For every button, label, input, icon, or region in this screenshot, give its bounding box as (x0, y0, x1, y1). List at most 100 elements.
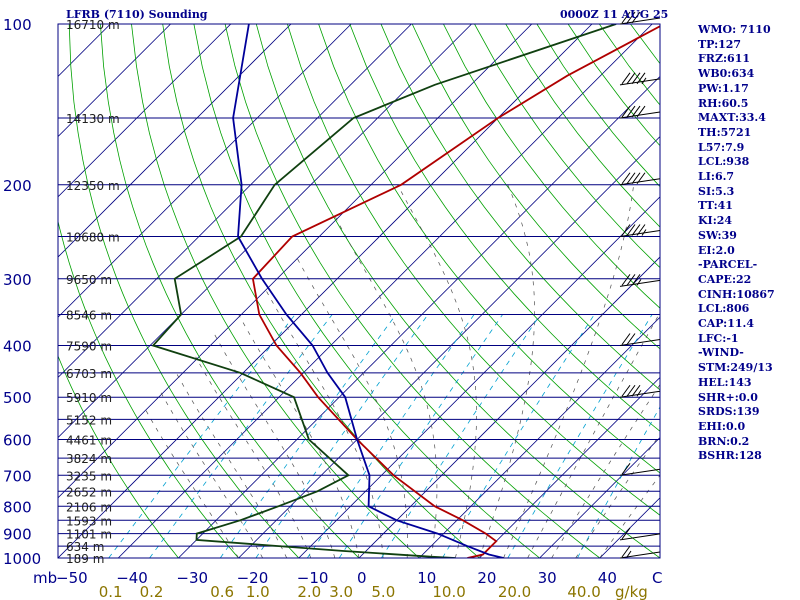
wind-barb-shaft (619, 533, 661, 541)
wind-barb-half-flag (641, 77, 647, 85)
mixing-ratio-line (338, 314, 503, 558)
index-item: CAPE:22 (698, 272, 752, 286)
dry-adiabat-line (131, 24, 420, 558)
isotherm-line (58, 24, 352, 318)
index-item: KI:24 (698, 214, 733, 228)
isotherm-line (58, 24, 533, 499)
wind-barb-flag (621, 224, 631, 236)
wind-barb-flag (626, 384, 636, 397)
wind-barb-flag (631, 72, 641, 85)
index-item: CAP:11.4 (698, 317, 755, 331)
height-label: 8546 m (66, 309, 112, 323)
mixing-ratio-line (577, 406, 660, 558)
isotherm-line (238, 136, 660, 558)
height-label: 16710 m (66, 18, 120, 32)
pressure-tick-label: 900 (3, 526, 32, 544)
index-item: TT:41 (698, 199, 733, 213)
index-item: SI:5.3 (698, 184, 735, 198)
mixing-ratio-line (219, 314, 397, 558)
temperature-tick-label: −40 (116, 569, 148, 587)
wind-barb-flag (621, 333, 631, 345)
index-item: EHI:0.0 (698, 419, 746, 433)
mixing-ratio-label: 1.0 (246, 583, 270, 600)
pressure-tick-label: 300 (3, 271, 32, 289)
wind-barb-flag (621, 274, 631, 286)
moist-adiabat-line (238, 314, 360, 558)
wind-barb-half-flag (641, 229, 647, 236)
height-label: 634 m (66, 540, 104, 554)
mixing-ratio-line (306, 314, 475, 558)
wind-barb-flag (626, 72, 636, 85)
wind-barb-shaft (619, 390, 661, 398)
isotherm-line (479, 376, 660, 558)
height-label: 3235 m (66, 469, 112, 483)
height-label: 1593 m (66, 514, 112, 528)
height-label: 3824 m (66, 452, 112, 466)
index-item: LFC:-1 (698, 331, 739, 345)
dry-adiabat-line (162, 24, 480, 558)
height-label: 1101 m (66, 528, 112, 542)
height-label: 2106 m (66, 500, 112, 514)
height-label: 6703 m (66, 367, 112, 381)
index-item: TP:127 (698, 37, 742, 51)
temperature-tick-label: −10 (297, 569, 329, 587)
temperature-tick-label: 10 (417, 569, 436, 587)
wind-barb-flag (621, 462, 631, 475)
pressure-tick-label: 400 (3, 338, 32, 356)
isotherm-line (117, 24, 653, 558)
pressure-tick-label: 700 (3, 467, 32, 485)
indices-panel: WMO: 7110 TP:127 FRZ:611 WB0:634 PW:1.17 RH:6… (698, 23, 798, 464)
temperature-tick-label: −50 (56, 569, 88, 587)
index-item: L57:7.9 (698, 140, 745, 154)
height-label: 12350 m (66, 179, 120, 193)
mixing-ratio-label: 40.0 (567, 583, 600, 600)
plot-frame (57, 23, 661, 559)
temperature-tick-label: −30 (176, 569, 208, 587)
index-item: WB0:634 (698, 67, 755, 81)
wind-barb-shaft (619, 178, 661, 186)
wind-barb-shaft (619, 111, 661, 119)
chart-title: LFRB (7110) Sounding (66, 8, 208, 21)
pressure-tick-label: 600 (3, 432, 32, 450)
mixing-ratio-label: 3.0 (329, 583, 353, 600)
wind-barb-flag (626, 224, 636, 236)
index-item: BSHR:128 (698, 449, 762, 463)
wind-barb-half-flag (626, 550, 632, 558)
index-item: RH:60.5 (698, 96, 749, 110)
mixing-ratio-line (108, 314, 296, 558)
dry-adiabat-line (287, 24, 660, 516)
wind-barb-flag (626, 172, 636, 185)
temperature-tick-label: 30 (538, 569, 557, 587)
index-item: LCL:806 (698, 302, 750, 316)
wind-barb-flag (631, 105, 641, 118)
moist-adiabat-line (335, 217, 438, 558)
wind-barb (619, 224, 661, 237)
mixing-ratio-label: 0.1 (99, 583, 123, 600)
isotherm-line (539, 437, 660, 558)
height-label: 14130 m (66, 112, 120, 126)
isotherm-line (58, 24, 232, 198)
wind-barb (619, 105, 661, 119)
temperature-tick-label: 40 (598, 569, 617, 587)
pressure-tick-label: 1000 (3, 550, 41, 568)
moist-adiabat-line (213, 333, 336, 558)
sounding-series-2 (232, 24, 504, 558)
dry-adiabat-line (255, 24, 660, 558)
index-item: BRN:0.2 (698, 434, 750, 448)
index-item: SW:39 (698, 228, 737, 242)
mixing-ratio-line (381, 314, 541, 558)
moist-adiabat-line (143, 406, 239, 558)
wind-barb-shaft (619, 339, 661, 346)
sounding-series-0 (251, 25, 660, 558)
wind-barb-flag (631, 11, 641, 24)
height-label: 5910 m (66, 391, 112, 405)
wind-barb (619, 333, 661, 346)
mixing-ratio-label: 10.0 (432, 583, 465, 600)
wind-barb-flag (636, 172, 646, 185)
temperature-tick-label: 20 (477, 569, 496, 587)
index-item: CINH:10867 (698, 287, 775, 301)
wind-barb-flag (636, 224, 646, 236)
temperature-tick-label: 0 (357, 569, 367, 587)
mixing-ratio-label: 20.0 (498, 583, 531, 600)
wind-barb-shaft (619, 279, 661, 287)
